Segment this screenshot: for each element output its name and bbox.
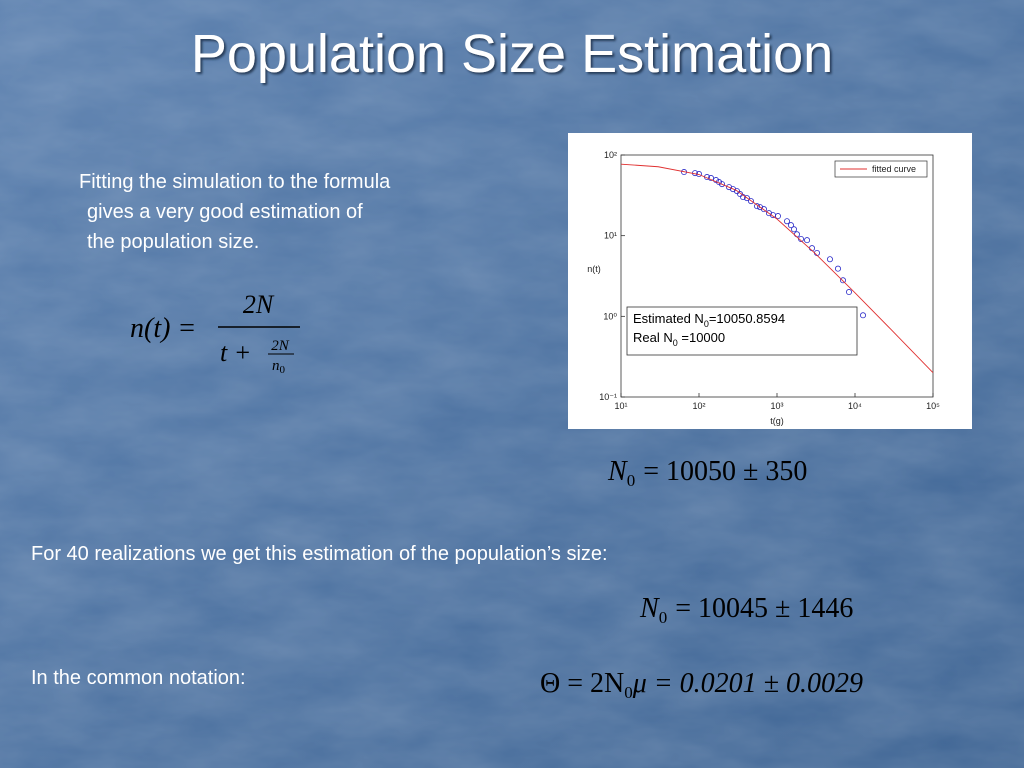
annotation-line: Real N0 =10000 <box>633 330 725 348</box>
point <box>760 206 767 213</box>
formula: n(t) = 2N t + 2N n0 <box>130 290 300 376</box>
point <box>839 277 846 284</box>
annotation-box <box>626 306 858 356</box>
intro-line: gives a very good estimation of <box>87 201 363 223</box>
y-tick-label: 10⁰ <box>603 311 617 321</box>
intro-line: Fitting the simulation to the formula <box>79 171 391 193</box>
rhs: = 10045 ± 1446 <box>675 593 853 624</box>
intro-line: the population size. <box>87 231 259 253</box>
point <box>834 265 841 272</box>
y-axis-label: n(t) <box>587 264 601 274</box>
y-tick-label: 10² <box>604 150 617 160</box>
x-tick-label: 10¹ <box>614 401 627 411</box>
annotation-sub: 0 <box>673 338 678 348</box>
legend-label: fitted curve <box>872 164 916 174</box>
annotation-line: Estimated N0=10050.8594 <box>633 311 785 329</box>
realizations-text: For 40 realizations we get this estimati… <box>31 543 608 565</box>
point <box>743 195 750 202</box>
intro: Fitting the simulation to the formula gi… <box>79 171 391 253</box>
formula-denominator: t + <box>220 338 251 367</box>
point <box>791 226 798 233</box>
x-tick-label: 10⁴ <box>848 401 862 411</box>
chart-background <box>568 133 972 429</box>
point <box>787 222 794 229</box>
point <box>798 235 805 242</box>
inner-n: n <box>272 358 280 374</box>
point <box>748 198 755 205</box>
title: Population Size Estimation <box>191 24 833 84</box>
post: μ = 0.0201 ± 0.0029 <box>632 668 863 699</box>
x-tick-label: 10³ <box>770 401 783 411</box>
inner-sub: 0 <box>280 364 286 376</box>
x-tick-label: 10⁵ <box>926 401 940 411</box>
point <box>845 289 852 296</box>
point <box>713 177 720 184</box>
annotation-rest: =10050.8594 <box>709 311 785 326</box>
annotation-text: Real N <box>633 330 673 345</box>
point <box>719 181 726 188</box>
annotation-rest: =10000 <box>678 330 725 345</box>
fitted-curve <box>620 163 934 373</box>
point <box>826 256 833 263</box>
point <box>860 312 867 319</box>
annotation-text: Estimated N <box>633 311 704 326</box>
symbol: N <box>607 456 628 487</box>
annotation-sub: 0 <box>704 319 709 329</box>
sub: 0 <box>659 608 668 627</box>
y-tick-label: 10¹ <box>604 231 617 241</box>
legend-box <box>834 160 928 178</box>
sub: 0 <box>624 683 633 702</box>
notation-text: In the common notation: <box>31 667 246 689</box>
rhs: = 10050 ± 350 <box>643 456 807 487</box>
x-tick-label: 10² <box>692 401 705 411</box>
pre: Θ = 2N <box>540 668 624 699</box>
inner-denominator: n0 <box>272 358 286 376</box>
chart: t(g) n(t) 10¹ 10² 10³ 10⁴ 10⁵ 10⁻¹ 10⁰ 10¹ 10² fi… <box>568 133 972 429</box>
estimate-40: N0 = 10045 ± 1446 <box>639 593 853 627</box>
point <box>783 218 790 225</box>
estimate-single: N0 = 10050 ± 350 <box>607 456 807 490</box>
point <box>754 203 761 210</box>
sub: 0 <box>627 471 636 490</box>
x-axis-label: t(g) <box>770 416 784 426</box>
theta: Θ = 2N0μ = 0.0201 ± 0.0029 <box>540 668 863 702</box>
formula-numerator: 2N <box>243 290 275 319</box>
symbol: N <box>639 593 660 624</box>
y-tick-label: 10⁻¹ <box>599 392 617 402</box>
point <box>775 213 782 220</box>
formula-lhs: n(t) = <box>130 313 196 344</box>
point <box>733 188 740 195</box>
inner-numerator: 2N <box>271 338 290 354</box>
point <box>804 237 811 244</box>
